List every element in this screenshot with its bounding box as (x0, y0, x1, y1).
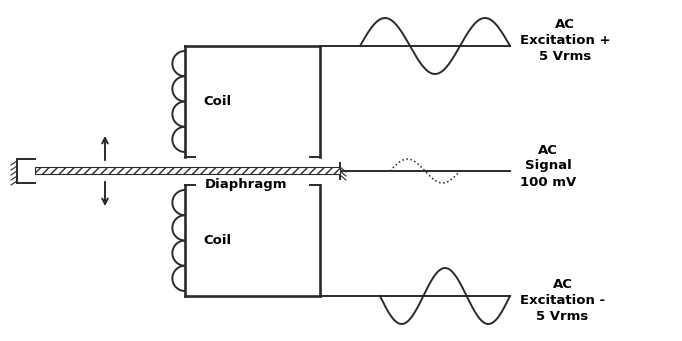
Bar (35, 167, 340, 174)
Text: AC
Signal
100 mV: AC Signal 100 mV (520, 144, 576, 189)
Text: Diaphragm: Diaphragm (205, 178, 288, 191)
Text: AC
Excitation +
5 Vrms: AC Excitation + 5 Vrms (520, 18, 610, 63)
Text: Coil: Coil (203, 95, 231, 108)
Text: Coil: Coil (203, 234, 231, 247)
Text: AC
Excitation -
5 Vrms: AC Excitation - 5 Vrms (520, 279, 605, 324)
